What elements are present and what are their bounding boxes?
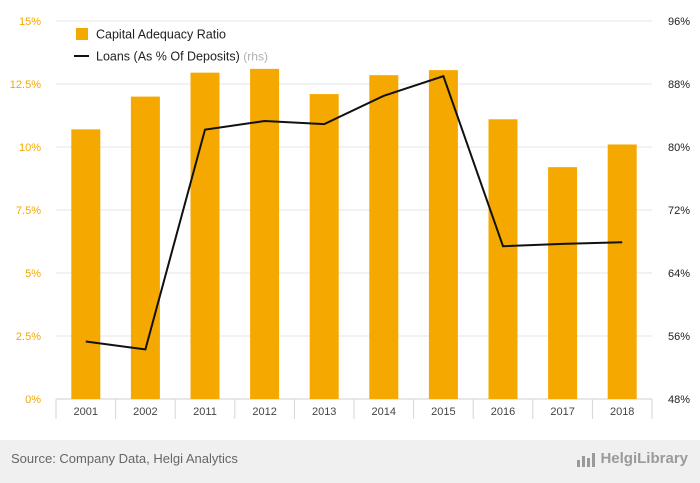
x-tick-label: 2016 <box>491 406 515 418</box>
brand-name: HelgiLibrary <box>600 450 688 467</box>
bar <box>309 94 339 399</box>
right-tick-label: 80% <box>668 142 690 154</box>
line-path <box>85 74 623 351</box>
legend-bar-swatch <box>76 28 88 40</box>
bar <box>130 96 160 399</box>
legend-rhs-note: (rhs) <box>243 50 268 64</box>
left-tick-label: 2.5% <box>16 331 41 343</box>
left-tick-label: 15% <box>19 16 41 28</box>
bar-series <box>71 68 637 400</box>
legend-label: Capital Adequacy Ratio <box>96 28 226 42</box>
bar <box>607 144 637 399</box>
chart: 0% 2.5% 5% 7.5% 10% 12.5% 15% 48% 56% 64% 72% 80% 8… <box>10 16 690 419</box>
x-tick-label: 2014 <box>372 406 396 418</box>
x-tick-label: 2015 <box>431 406 455 418</box>
bar <box>250 68 280 399</box>
legend-label: Loans (As % Of Deposits) (rhs) <box>96 50 268 64</box>
left-tick-label: 10% <box>19 142 41 154</box>
line-series <box>85 74 623 351</box>
x-tick-label: 2013 <box>312 406 336 418</box>
bar <box>369 75 399 400</box>
x-tick-label: 2011 <box>193 406 217 418</box>
x-tick-label: 2017 <box>550 406 574 418</box>
left-tick-label: 7.5% <box>16 205 41 217</box>
bar <box>548 167 578 399</box>
right-tick-label: 88% <box>668 79 690 91</box>
brand-logo: HelgiLibrary <box>576 450 688 467</box>
x-tick-label: 2012 <box>252 406 276 418</box>
source-note: Source: Company Data, Helgi Analytics <box>11 451 238 466</box>
bar <box>488 119 518 399</box>
bar <box>428 70 458 399</box>
left-tick-label: 5% <box>25 268 41 280</box>
legend: Capital Adequacy Ratio Loans (As % Of Dep… <box>74 28 268 64</box>
left-tick-label: 12.5% <box>10 79 41 91</box>
bar-chart-icon <box>577 452 596 467</box>
x-tick-label: 2018 <box>610 406 634 418</box>
x-tick-label: 2001 <box>74 406 98 418</box>
right-axis: 48% 56% 64% 72% 80% 88% 96% <box>668 16 690 406</box>
x-tick-label: 2002 <box>133 406 157 418</box>
footer: Source: Company Data, Helgi Analytics He… <box>0 440 700 483</box>
right-tick-label: 64% <box>668 268 690 280</box>
bar <box>190 72 220 399</box>
right-tick-label: 48% <box>668 394 690 406</box>
bar <box>71 129 101 400</box>
right-tick-label: 96% <box>668 16 690 28</box>
left-tick-label: 0% <box>25 394 41 406</box>
x-axis: 2001 2002 2011 2012 2013 2014 2015 2016 2017 2018 <box>55 399 653 419</box>
left-axis: 0% 2.5% 5% 7.5% 10% 12.5% 15% <box>10 16 41 406</box>
right-tick-label: 72% <box>668 205 690 217</box>
right-tick-label: 56% <box>668 331 690 343</box>
